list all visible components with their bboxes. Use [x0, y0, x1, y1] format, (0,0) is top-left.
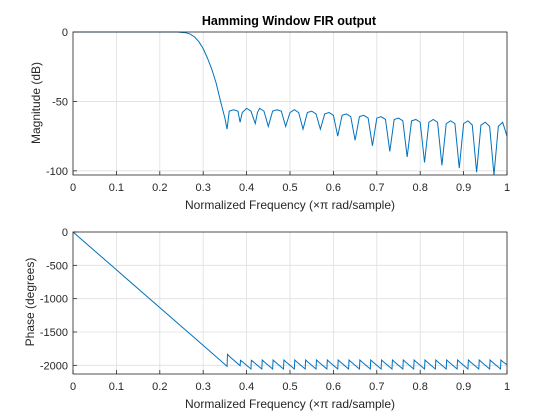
phase-ytick-label: -500: [46, 260, 68, 272]
magnitude-xtick-label: 0.2: [152, 182, 167, 194]
phase-ytick-label: -1500: [40, 327, 68, 339]
magnitude-ylabel: Magnitude (dB): [29, 62, 43, 144]
phase-xtick-label: 0.9: [456, 381, 471, 393]
magnitude-xtick-label: 0.3: [196, 182, 211, 194]
magnitude-xtick-label: 0.6: [326, 182, 341, 194]
magnitude-plot-title: Hamming Window FIR output: [202, 14, 377, 28]
phase-xtick-label: 0.5: [282, 381, 297, 393]
phase-xtick-label: 0.6: [326, 381, 341, 393]
phase-ytick-label: -1000: [40, 294, 68, 306]
phase-xtick-label: 1: [504, 381, 510, 393]
magnitude-xtick-label: 0.7: [369, 182, 384, 194]
phase-xtick-label: 0.8: [413, 381, 428, 393]
magnitude-xlabel: Normalized Frequency (×π rad/sample): [185, 198, 395, 212]
phase-ylabel: Phase (degrees): [23, 258, 37, 347]
phase-xtick-label: 0.2: [152, 381, 167, 393]
phase-xtick-label: 0.1: [109, 381, 124, 393]
magnitude-ytick-label: -100: [46, 166, 68, 178]
phase-plot: 0 0.1 0.2 0.3 0.4 0.5 0.6 0.7 0.8 0.9 1 0 -500 -1000 -…: [23, 227, 510, 411]
magnitude-plot: Hamming Window FIR output 0 0.1 0.2 0.3 0.4 0…: [29, 14, 510, 212]
magnitude-xtick-label: 0.8: [413, 182, 428, 194]
phase-ytick-label: 0: [62, 227, 68, 239]
phase-xtick-label: 0.3: [196, 381, 211, 393]
magnitude-xtick-label: 1: [504, 182, 510, 194]
phase-xlabel: Normalized Frequency (×π rad/sample): [185, 397, 395, 411]
magnitude-ytick-label: -50: [52, 96, 68, 108]
magnitude-ticks: 0 0.1 0.2 0.3 0.4 0.5 0.6 0.7 0.8 0.9 1 0 -50 -100: [46, 27, 510, 194]
phase-xtick-label: 0.4: [239, 381, 254, 393]
magnitude-axes-border: [72, 31, 508, 176]
phase-ticks: 0 0.1 0.2 0.3 0.4 0.5 0.6 0.7 0.8 0.9 1 0 -500 -1000 -…: [40, 227, 510, 393]
magnitude-xtick-label: 0: [70, 182, 76, 194]
magnitude-xtick-label: 0.9: [456, 182, 471, 194]
phase-xtick-label: 0: [70, 381, 76, 393]
magnitude-ytick-label: 0: [62, 27, 68, 39]
magnitude-series-line: [73, 31, 508, 176]
magnitude-xtick-label: 0.5: [282, 182, 297, 194]
magnitude-xtick-label: 0.1: [109, 182, 124, 194]
phase-series-line: [72, 231, 508, 371]
phase-axes-border: [72, 231, 508, 375]
magnitude-grid: [72, 31, 508, 175]
phase-ytick-label: -2000: [40, 360, 68, 372]
magnitude-xtick-label: 0.4: [239, 182, 254, 194]
phase-xtick-label: 0.7: [369, 381, 384, 393]
